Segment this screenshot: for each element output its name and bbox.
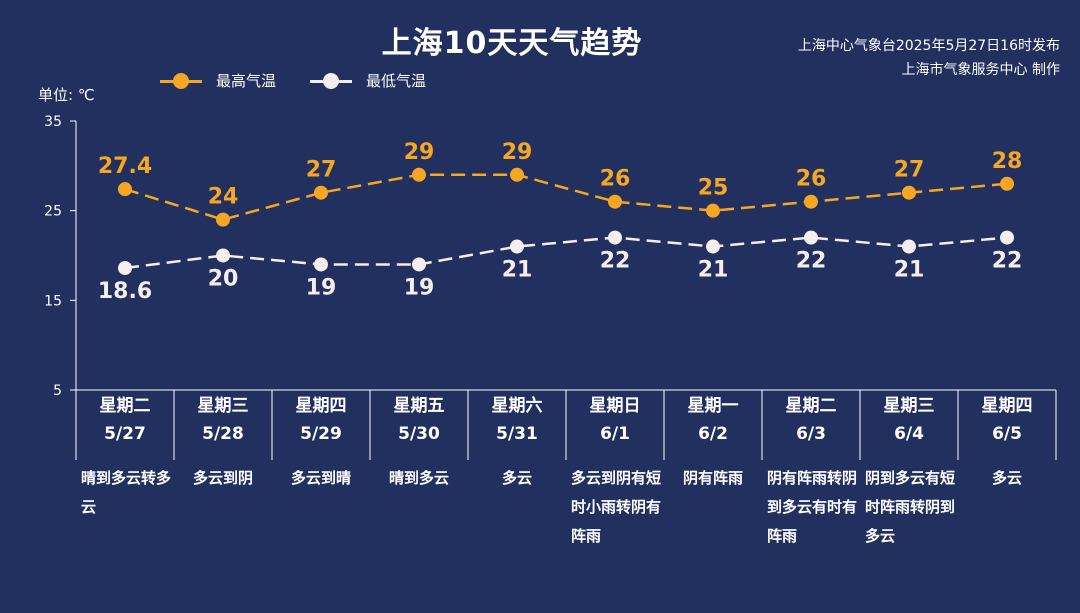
- weekday-label: 星期二: [99, 396, 151, 416]
- high-temp-point: [216, 212, 230, 227]
- weekday-label: 星期二: [785, 396, 837, 416]
- weather-description: 多云: [991, 469, 1022, 487]
- low-temp-label: 19: [404, 275, 435, 300]
- low-temp-point: [412, 257, 426, 272]
- date-label: 5/29: [300, 424, 342, 444]
- high-temp-point: [1000, 176, 1014, 191]
- issuer-line-2: 上海市气象服务中心 制作: [901, 62, 1060, 78]
- weather-description: 多云到阴: [192, 469, 253, 487]
- high-temp-point: [804, 194, 818, 209]
- high-temp-point: [314, 185, 328, 200]
- weather-description: 阴有阵雨: [682, 469, 743, 487]
- weather-description: 阴到多云有短时阵雨转阴到多云: [865, 469, 956, 545]
- weekday-label: 星期六: [491, 396, 543, 416]
- day-header: 星期三 6/4: [860, 392, 958, 448]
- high-temp-label: 29: [502, 140, 533, 165]
- date-label: 6/5: [992, 424, 1022, 444]
- low-temp-point: [510, 239, 524, 254]
- date-label: 6/3: [796, 424, 826, 444]
- day-header: 星期三 5/28: [174, 392, 272, 448]
- weather-description: 晴到多云: [388, 469, 449, 487]
- day-header: 星期五 5/30: [370, 392, 468, 448]
- low-temp-label: 22: [796, 249, 827, 274]
- y-tick-label: 25: [44, 204, 62, 220]
- date-label: 6/4: [894, 424, 924, 444]
- high-temp-label: 28: [992, 149, 1023, 174]
- low-temp-line: [124, 236, 1008, 270]
- high-temp-point: [902, 185, 916, 200]
- high-temp-label: 26: [796, 167, 827, 192]
- weekday-label: 星期日: [589, 396, 641, 416]
- high-temp-line: [124, 173, 1008, 221]
- low-temp-label: 18.6: [98, 279, 152, 304]
- issuer-line-1: 上海中心气象台2025年5月27日16时发布: [797, 38, 1060, 54]
- low-line-marker-icon: [310, 72, 353, 89]
- low-temp-point: [1000, 230, 1014, 245]
- low-temp-point: [902, 239, 916, 254]
- weather-description: 多云到阴有短时小雨转阴有阵雨: [571, 469, 662, 545]
- weather-description: 多云到晴: [290, 469, 351, 487]
- low-temp-label: 20: [208, 267, 239, 292]
- weekday-label: 星期一: [687, 396, 739, 416]
- low-temp-point: [608, 230, 622, 245]
- high-temp-point: [412, 167, 426, 182]
- high-temp-label: 26: [600, 167, 631, 192]
- low-temp-label: 22: [600, 249, 631, 274]
- low-temp-label: 21: [502, 258, 533, 283]
- day-header: 星期四 5/29: [272, 392, 370, 448]
- weekday-label: 星期四: [295, 396, 347, 416]
- high-line-marker-icon: [160, 72, 202, 89]
- y-tick-label: 15: [44, 293, 62, 309]
- legend-low-label: 最低气温: [366, 72, 427, 90]
- low-temp-point: [216, 248, 230, 263]
- low-temp-label: 22: [992, 249, 1023, 274]
- date-label: 5/30: [398, 424, 440, 444]
- day-header: 星期四 6/5: [958, 392, 1056, 448]
- weekday-label: 星期三: [883, 396, 935, 416]
- low-temp-label: 19: [306, 275, 337, 300]
- low-temp-point: [118, 261, 132, 276]
- low-temp-label: 21: [894, 258, 925, 283]
- legend-high-label: 最高气温: [216, 72, 277, 90]
- day-header: 星期六 5/31: [468, 392, 566, 448]
- page-title: 上海10天天气趋势: [381, 26, 643, 61]
- high-temp-point: [608, 194, 622, 209]
- y-tick-label: 35: [44, 114, 62, 130]
- low-temp-point: [706, 239, 720, 254]
- date-label: 6/1: [600, 424, 630, 444]
- day-header: 星期日 6/1: [566, 392, 664, 448]
- weather-description: 阴有阵雨转阴到多云有时有阵雨: [767, 469, 858, 545]
- y-tick-label: 5: [53, 383, 62, 399]
- high-temp-label: 29: [404, 140, 435, 165]
- high-temp-label: 27.4: [98, 154, 152, 179]
- high-temp-label: 24: [208, 185, 239, 210]
- unit-label: 单位: ℃: [38, 86, 95, 104]
- weather-description: 多云: [501, 469, 532, 487]
- date-label: 6/2: [698, 424, 728, 444]
- weekday-label: 星期三: [197, 396, 249, 416]
- high-temp-point: [706, 203, 720, 218]
- date-label: 5/27: [104, 424, 146, 444]
- day-header: 星期二 5/27: [76, 392, 174, 448]
- low-temp-point: [314, 257, 328, 272]
- day-header: 星期一 6/2: [664, 392, 762, 448]
- chart-legend: 最高气温 最低气温: [160, 70, 460, 91]
- legend-high: 最高气温: [160, 70, 276, 91]
- high-temp-label: 25: [698, 176, 729, 201]
- weather-description: 晴到多云转多云: [81, 469, 172, 516]
- weekday-label: 星期五: [393, 396, 445, 416]
- high-temp-point: [118, 182, 132, 197]
- high-temp-label: 27: [306, 158, 337, 183]
- day-header: 星期二 6/3: [762, 392, 860, 448]
- date-label: 5/28: [202, 424, 244, 444]
- high-temp-point: [510, 167, 524, 182]
- weekday-label: 星期四: [981, 396, 1033, 416]
- high-temp-label: 27: [894, 158, 925, 183]
- date-label: 5/31: [496, 424, 538, 444]
- low-temp-point: [804, 230, 818, 245]
- issuer-info: 上海中心气象台2025年5月27日16时发布 上海市气象服务中心 制作: [798, 34, 1060, 82]
- low-temp-label: 21: [698, 258, 729, 283]
- legend-low: 最低气温: [310, 70, 426, 91]
